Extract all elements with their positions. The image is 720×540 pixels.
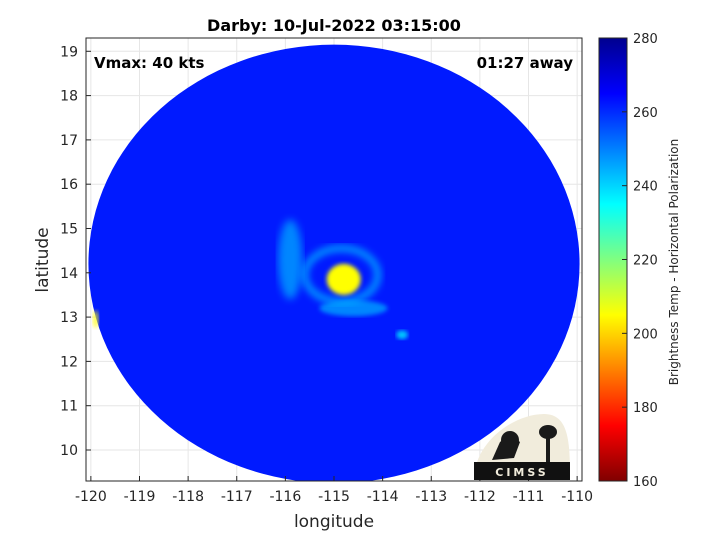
colorbar-tick-label: 160: [633, 475, 658, 490]
y-tick-label: 19: [60, 44, 78, 60]
logo-text: CIMSS: [495, 466, 548, 479]
spiral-band-west: [278, 219, 303, 300]
x-tick-label: -111: [513, 489, 545, 505]
x-tick-label: -118: [172, 489, 204, 505]
x-tick-label: -120: [75, 489, 107, 505]
colorbar-ticks: 160 180 200 220 240 260 280: [622, 32, 658, 490]
y-tick-label: 10: [60, 443, 78, 459]
x-tick-label: -115: [318, 489, 350, 505]
x-tick-label: -113: [415, 489, 447, 505]
feature-layer: [92, 219, 408, 340]
swath-disk: [88, 44, 580, 481]
y-tick-label: 12: [60, 354, 78, 370]
y-tick-label: 17: [60, 133, 78, 149]
edge-warm-west: [92, 310, 99, 329]
colorbar-label: Brightness Temp - Horizontal Polarizatio…: [667, 139, 681, 386]
logo-base: [474, 462, 570, 480]
x-tick-label: -112: [464, 489, 496, 505]
convection-east: [396, 330, 408, 340]
y-tick-label: 14: [60, 266, 78, 282]
colorbar-tick-label: 220: [633, 254, 658, 269]
logo-tower-icon: [546, 434, 550, 468]
x-tick-label: -110: [561, 489, 593, 505]
swath-layer: [88, 44, 580, 481]
x-axis-label: longitude: [294, 512, 374, 532]
y-tick-label: 18: [60, 89, 78, 105]
y-tick-label: 11: [60, 399, 78, 415]
colorbar-tick-label: 260: [633, 106, 658, 121]
colorbar-tick-label: 280: [633, 32, 658, 47]
colorbar-tick-label: 200: [633, 327, 658, 342]
colorbar-tick-label: 180: [633, 401, 658, 416]
y-tick-label: 16: [60, 177, 78, 193]
x-tick-label: -114: [367, 489, 399, 505]
x-ticks: -120 -119 -118 -117 -116 -115 -114 -113 -112 -111…: [75, 476, 593, 505]
spiral-band-south: [319, 300, 388, 317]
y-axis-label: latitude: [33, 227, 53, 292]
x-tick-label: -116: [269, 489, 301, 505]
x-tick-label: -119: [124, 489, 156, 505]
y-tick-label: 13: [60, 310, 78, 326]
y-tick-label: 15: [60, 221, 78, 237]
chart-title: Darby: 10-Jul-2022 03:15:00: [207, 16, 461, 35]
eye: [326, 263, 361, 295]
colorbar-tick-label: 240: [633, 180, 658, 195]
time-away-annotation: 01:27 away: [477, 54, 574, 72]
logo-dish-head-icon: [501, 431, 519, 449]
cimss-logo: CIMSS: [474, 414, 570, 480]
y-ticks: 10 11 12 13 14 15 16 17 18 19: [60, 44, 91, 459]
logo-tank-icon: [539, 425, 557, 439]
x-tick-label: -117: [221, 489, 253, 505]
vmax-annotation: Vmax: 40 kts: [94, 54, 204, 72]
